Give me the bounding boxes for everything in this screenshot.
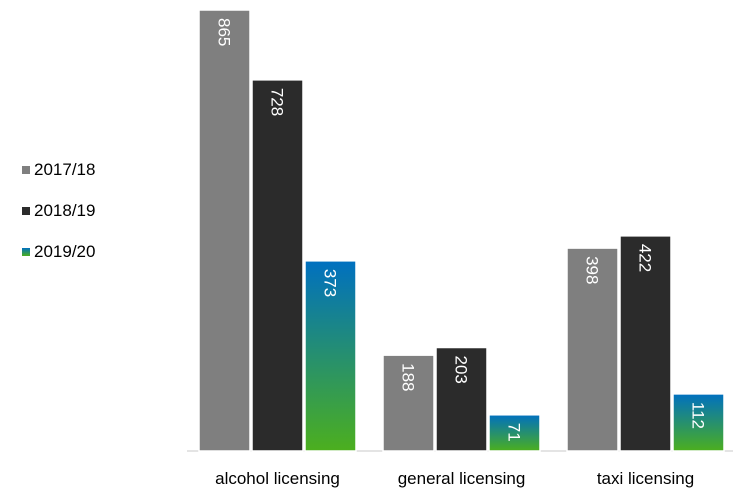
bar-general-licensing-2018-19 <box>435 346 488 452</box>
bar-alcohol-licensing-2017-18 <box>198 9 251 452</box>
legend-label: 2017/18 <box>34 160 96 179</box>
legend-swatch-2017-18 <box>22 166 30 174</box>
value-label-general-licensing-2018-19: 203 <box>452 356 471 384</box>
legend-swatch-2019-20 <box>22 248 30 256</box>
value-label-general-licensing-2017-18: 188 <box>399 363 418 391</box>
legend-item-2018-19: 2018/19 <box>22 201 95 221</box>
value-label-general-licensing-2019-20: 71 <box>505 423 524 442</box>
legend: 2017/18 2018/19 2019/20 <box>22 160 95 283</box>
bar-taxi-licensing-2019-20 <box>672 393 725 452</box>
value-label-alcohol-licensing-2019-20: 373 <box>321 269 340 297</box>
bar-taxi-licensing-2018-19 <box>619 235 672 452</box>
value-label-taxi-licensing-2019-20: 112 <box>689 402 708 429</box>
category-label-taxi-licensing: taxi licensing <box>597 469 694 488</box>
value-label-taxi-licensing-2017-18: 398 <box>583 256 602 284</box>
category-label-alcohol-licensing: alcohol licensing <box>215 469 340 488</box>
legend-swatch-2018-19 <box>22 207 30 215</box>
value-label-alcohol-licensing-2017-18: 865 <box>215 18 234 46</box>
legend-item-2017-18: 2017/18 <box>22 160 95 180</box>
bar-alcohol-licensing-2018-19 <box>251 79 304 452</box>
legend-label: 2018/19 <box>34 201 96 220</box>
category-label-general-licensing: general licensing <box>398 469 526 488</box>
value-label-taxi-licensing-2018-19: 422 <box>636 244 655 272</box>
legend-item-2019-20: 2019/20 <box>22 242 95 262</box>
bar-taxi-licensing-2017-18 <box>566 247 619 452</box>
value-label-alcohol-licensing-2018-19: 728 <box>268 88 287 116</box>
bar-alcohol-licensing-2019-20 <box>304 260 357 452</box>
bar-general-licensing-2017-18 <box>382 354 435 452</box>
bar-general-licensing-2019-20 <box>488 414 541 452</box>
legend-label: 2019/20 <box>34 242 96 261</box>
